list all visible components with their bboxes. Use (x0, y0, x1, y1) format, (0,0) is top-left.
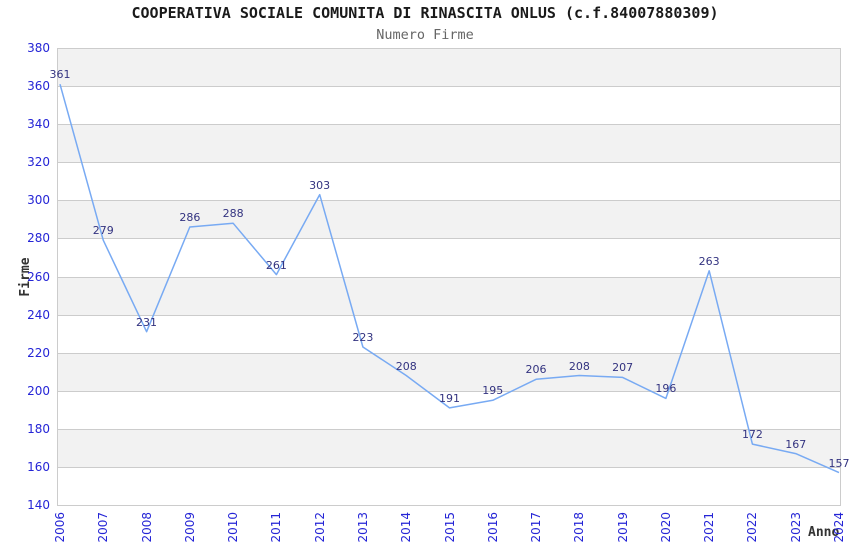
data-point-label: 207 (612, 361, 634, 375)
axis-border-left (57, 48, 58, 505)
plot-band (57, 48, 841, 87)
x-tick-label: 2012 (312, 512, 327, 543)
y-tick-label: 340 (27, 117, 50, 132)
gridline (57, 505, 841, 506)
gridline (57, 124, 841, 125)
plot-band (57, 352, 841, 391)
axis-border-right (840, 48, 841, 505)
gridline (57, 391, 841, 392)
data-point-label: 261 (265, 258, 287, 272)
x-tick-label: 2020 (658, 512, 673, 543)
chart-title: COOPERATIVA SOCIALE COMUNITA DI RINASCIT… (131, 4, 719, 22)
gridline (57, 429, 841, 430)
gridline (57, 353, 841, 354)
data-point-label: 157 (828, 456, 850, 470)
series-line-svg (59, 83, 840, 474)
data-point-label: 195 (482, 384, 504, 398)
x-tick-label: 2014 (399, 512, 414, 543)
y-tick-label: 160 (27, 459, 50, 474)
x-tick-label: 2008 (139, 512, 154, 543)
plot-area (57, 48, 841, 506)
gridline (57, 238, 841, 239)
data-point-label: 191 (439, 391, 460, 405)
x-tick-label: 2011 (269, 512, 284, 543)
x-tick-label: 2017 (529, 512, 544, 543)
x-tick-label: 2024 (832, 512, 846, 543)
plot-band (57, 428, 841, 467)
data-point-label: 231 (136, 315, 158, 329)
data-point-label: 279 (92, 224, 114, 238)
data-point-label: 288 (222, 207, 244, 221)
data-point-label: 167 (785, 437, 807, 451)
x-tick-label: 2023 (788, 512, 803, 543)
gridline (57, 467, 841, 468)
y-tick-label: 380 (27, 41, 50, 55)
y-tick-label: 220 (27, 345, 50, 360)
data-point-label: 208 (395, 359, 417, 373)
data-point-label: 196 (655, 382, 677, 396)
chart-subtitle: Numero Firme (376, 27, 474, 43)
y-tick-label: 200 (27, 383, 50, 398)
x-tick-label: 2006 (53, 512, 67, 543)
y-tick-label: 260 (27, 269, 50, 284)
x-tick-label: 2015 (442, 512, 457, 543)
x-tick-label: 2019 (615, 512, 630, 543)
series-line (59, 83, 840, 474)
plot-band (57, 124, 841, 163)
y-tick-label: 300 (27, 193, 50, 208)
data-point-label: 208 (568, 359, 590, 373)
gridline (57, 48, 841, 49)
data-point-label: 206 (525, 363, 547, 377)
x-axis-title: Anno (808, 525, 840, 540)
gridline (57, 277, 841, 278)
x-tick-label: 2016 (485, 512, 500, 543)
data-point-label: 172 (741, 428, 763, 442)
data-point-label: 223 (352, 330, 374, 344)
gridline (57, 86, 841, 87)
x-tick-label: 2010 (226, 512, 241, 543)
y-tick-label: 360 (27, 79, 50, 94)
gridline (57, 315, 841, 316)
x-tick-label: 2018 (572, 512, 587, 543)
data-point-label: 286 (179, 210, 201, 224)
y-tick-label: 320 (27, 155, 50, 170)
y-tick-label: 240 (27, 307, 50, 322)
x-tick-label: 2021 (702, 512, 717, 543)
y-tick-label: 180 (27, 421, 50, 436)
x-tick-label: 2007 (96, 512, 111, 543)
y-tick-label: 280 (27, 231, 50, 246)
x-tick-label: 2009 (182, 512, 197, 543)
x-tick-label: 2013 (355, 512, 370, 543)
plot-band (57, 276, 841, 315)
data-point-label: 263 (698, 254, 720, 268)
data-point-label: 361 (49, 68, 71, 82)
data-point-label: 303 (309, 178, 331, 192)
x-tick-label: 2022 (745, 512, 760, 543)
gridline (57, 162, 841, 163)
y-tick-label: 140 (27, 498, 50, 512)
gridline (57, 200, 841, 201)
